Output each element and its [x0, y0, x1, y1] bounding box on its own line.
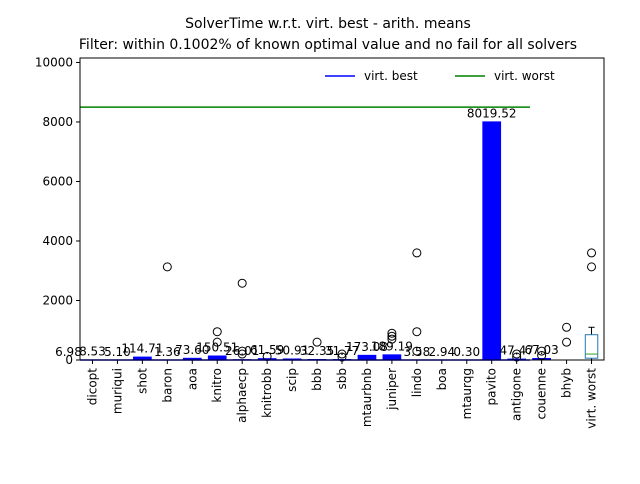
- bar: [358, 355, 377, 360]
- x-tick-label: scip: [285, 368, 299, 392]
- legend-label: virt. best: [364, 69, 418, 83]
- value-label: 8.53: [79, 345, 106, 359]
- x-tick-label: shot: [135, 368, 149, 394]
- y-tick-label: 8000: [42, 115, 73, 129]
- x-tick-label: bbb: [310, 368, 324, 391]
- chart-subtitle: Filter: within 0.1002% of known optimal …: [79, 37, 577, 53]
- x-tick-label: knitrobb: [260, 368, 274, 418]
- x-tick-label: mtaurbnb: [360, 368, 374, 427]
- annotation: 6.98: [55, 345, 82, 359]
- chart-title: SolverTime w.r.t. virt. best - arith. me…: [185, 16, 471, 32]
- x-tick-label: alphaecp: [235, 368, 249, 423]
- legend-label: virt. worst: [494, 69, 555, 83]
- y-tick-label: 2000: [42, 293, 73, 307]
- value-label: 0.30: [453, 345, 480, 359]
- x-tick-label: pavito: [485, 368, 499, 405]
- y-tick-label: 6000: [42, 174, 73, 188]
- x-tick-label: lindo: [410, 368, 424, 397]
- bar: [482, 121, 501, 360]
- x-tick-label: juniper: [385, 368, 399, 411]
- y-tick-label: 10000: [35, 55, 73, 69]
- x-tick-label: virt. worst: [585, 368, 599, 429]
- x-tick-label: muriqui: [110, 368, 124, 414]
- x-tick-label: dicopt: [85, 368, 99, 406]
- value-label: 8019.52: [467, 106, 517, 120]
- x-tick-label: couenne: [535, 368, 549, 420]
- value-label: 2.94: [428, 345, 455, 359]
- x-tick-label: aoa: [185, 368, 199, 390]
- bar: [383, 354, 402, 360]
- x-tick-label: bhyb: [560, 368, 574, 398]
- x-tick-label: boa: [435, 368, 449, 390]
- x-tick-label: mtaurqg: [460, 368, 474, 419]
- y-tick-label: 4000: [42, 234, 73, 248]
- x-tick-label: sbb: [335, 368, 349, 390]
- x-tick-label: knitro: [210, 368, 224, 403]
- x-tick-label: antigone: [510, 368, 524, 421]
- x-tick-label: baron: [160, 368, 174, 403]
